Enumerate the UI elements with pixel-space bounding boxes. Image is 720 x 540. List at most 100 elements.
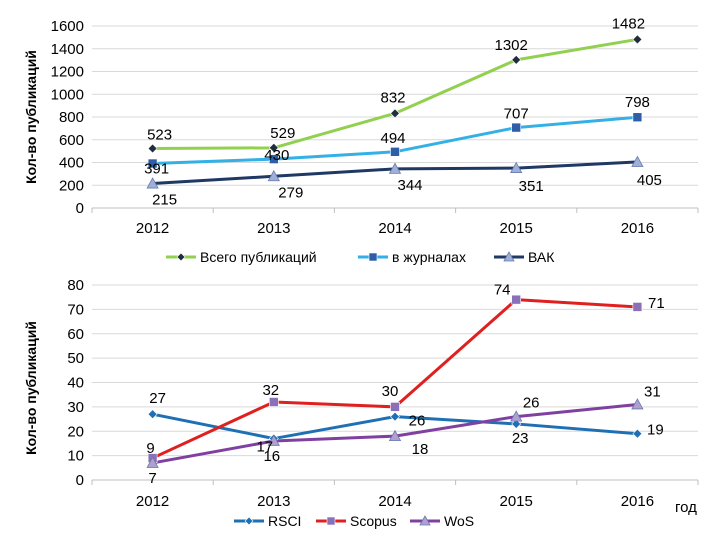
- x-tick-label: 2014: [378, 493, 411, 510]
- legend-item-marker: [419, 515, 431, 526]
- data-point-marker: [631, 398, 644, 410]
- data-point-marker: [390, 411, 400, 422]
- x-tick-label: 2014: [378, 220, 411, 237]
- data-label: 707: [504, 106, 529, 123]
- chart-total-publications: 0 200 400 600 800 1000 1200 1400 1600 2012 2013 201…: [23, 15, 699, 265]
- y-tick-label: 40: [67, 375, 84, 392]
- data-label: 798: [625, 94, 650, 111]
- data-label: 18: [412, 441, 429, 458]
- y-tick-label: 0: [76, 200, 84, 217]
- data-point-marker: [388, 429, 402, 442]
- y-tick-label: 30: [67, 399, 84, 416]
- y-tick-label: 50: [67, 350, 84, 367]
- legend-label: ВАК: [528, 249, 555, 265]
- data-label: 523: [147, 127, 172, 144]
- legend-label: RSCI: [268, 513, 301, 529]
- data-point-marker: [268, 142, 279, 153]
- data-point-marker: [632, 34, 643, 45]
- data-point-marker: [388, 162, 402, 174]
- legend-label: в журналах: [392, 249, 466, 265]
- y-tick-label: 60: [67, 326, 84, 343]
- chart-indexed-publications: 0 10 20 30 40 50 60 70 80 2012 2013 2014 2015 2016 Кол…: [23, 277, 699, 529]
- data-point-marker: [511, 54, 522, 65]
- legend-label: WoS: [444, 513, 474, 529]
- data-label: 1482: [612, 15, 645, 32]
- data-label: 351: [519, 178, 544, 195]
- data-label: 27: [149, 390, 166, 407]
- legend-label: Scopus: [350, 513, 397, 529]
- data-point-marker: [267, 169, 280, 182]
- data-point-marker: [268, 397, 279, 407]
- data-point-marker: [510, 410, 523, 422]
- data-label: 26: [409, 413, 426, 430]
- y-axis-label: Кол-во публикаций: [23, 50, 39, 184]
- y-tick-label: 70: [67, 301, 84, 318]
- data-point-marker: [511, 419, 522, 429]
- y-tick-label: 0: [76, 472, 84, 489]
- y-tick-label: 400: [59, 155, 84, 172]
- data-label: 9: [146, 440, 154, 457]
- data-label: 32: [262, 382, 279, 399]
- data-point-marker: [147, 143, 158, 154]
- data-label: 344: [397, 177, 422, 194]
- y-tick-label: 1200: [51, 64, 84, 81]
- y-tick-label: 20: [67, 423, 84, 440]
- data-point-marker: [390, 402, 400, 412]
- data-label: 7: [148, 470, 156, 487]
- x-tick-label: 2016: [621, 493, 654, 510]
- data-label: 494: [380, 130, 405, 147]
- data-label: 23: [512, 430, 529, 447]
- legend-item-marker: [176, 252, 186, 262]
- legend-item-marker: [244, 516, 254, 526]
- y-tick-label: 80: [67, 277, 84, 294]
- data-point-marker: [632, 428, 643, 439]
- x-tick-label: 2013: [257, 493, 290, 510]
- data-label: 430: [264, 147, 289, 164]
- data-label: 832: [380, 89, 405, 106]
- y-tick-label: 600: [59, 132, 84, 149]
- data-point-marker: [631, 155, 644, 167]
- data-point-marker: [390, 147, 400, 157]
- data-label: 71: [648, 295, 665, 312]
- data-point-marker: [146, 177, 159, 189]
- y-tick-label: 1000: [51, 86, 84, 103]
- data-label: 31: [644, 383, 661, 400]
- data-label: 1302: [495, 37, 528, 54]
- data-label: 16: [263, 448, 280, 465]
- data-point-marker: [632, 302, 643, 312]
- y-tick-label: 800: [59, 109, 84, 126]
- data-label: 529: [270, 125, 295, 142]
- y-tick-label: 200: [59, 177, 84, 194]
- data-label: 74: [494, 282, 511, 299]
- legend-item-marker: [326, 516, 336, 526]
- legend-item-marker: [503, 251, 515, 262]
- x-tick-label: 2012: [136, 220, 169, 237]
- data-point-marker: [511, 294, 522, 305]
- data-point-marker: [146, 456, 159, 468]
- data-point-marker: [268, 154, 279, 164]
- y-tick-label: 1400: [51, 41, 84, 58]
- data-label: 405: [637, 172, 662, 189]
- data-point-marker: [267, 434, 280, 446]
- legend-item-marker: [368, 252, 378, 262]
- data-point-marker: [511, 122, 522, 133]
- data-label: 30: [382, 383, 399, 400]
- x-tick-label: 2012: [136, 493, 169, 510]
- data-label: 26: [523, 395, 540, 412]
- x-tick-label: 2013: [257, 220, 290, 237]
- x-axis-label: год: [675, 499, 697, 516]
- y-axis-label: Кол-во публикаций: [23, 321, 39, 455]
- data-point-marker: [147, 409, 158, 420]
- data-label: 391: [144, 161, 169, 178]
- data-point-marker: [390, 108, 400, 119]
- data-label: 215: [152, 192, 177, 209]
- data-label: 17: [256, 439, 273, 456]
- data-label: 279: [278, 184, 303, 201]
- data-label: 19: [647, 422, 664, 439]
- x-tick-label: 2015: [500, 220, 533, 237]
- y-tick-label: 1600: [51, 18, 84, 35]
- data-point-marker: [632, 112, 643, 123]
- data-point-marker: [510, 161, 523, 173]
- data-point-marker: [147, 158, 158, 169]
